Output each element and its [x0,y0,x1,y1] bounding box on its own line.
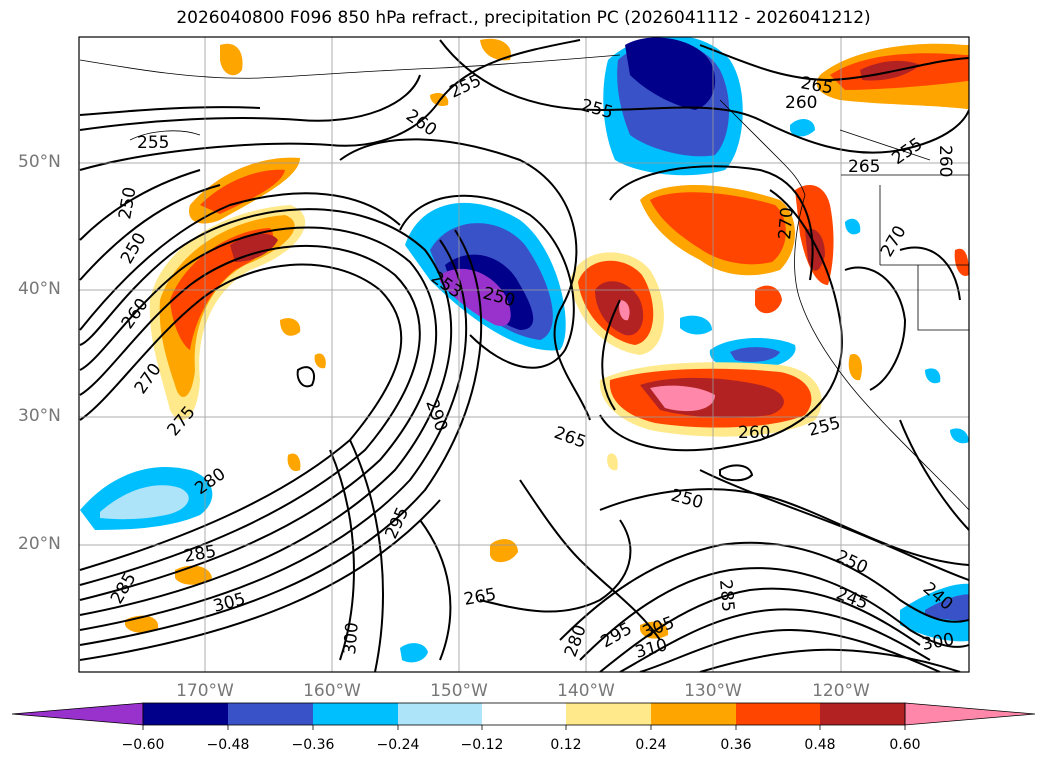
lon-label-160w: 160°W [303,681,361,701]
map-frame [78,36,970,673]
colorbar-tick: 0.60 [889,737,921,753]
lon-label-130w: 130°W [684,681,742,701]
coastlines [79,54,969,511]
refractivity-contours [79,39,969,672]
negative-anomaly-fill [80,37,969,663]
graticule [79,37,969,672]
map-area: 255 260 255 265 255 260 255 265 260 270 … [79,37,969,672]
contour-label: 260 [935,145,955,177]
contour-label: 270 [775,206,798,240]
contour-label: 260 [738,423,770,443]
lon-label-150w: 150°W [430,681,488,701]
colorbar-tick: −0.48 [206,737,250,753]
colorbar-tick: −0.24 [376,737,420,753]
lon-label-170w: 170°W [176,681,234,701]
contour-label: 285 [715,579,738,613]
colorbar-tick: 0.24 [635,737,667,753]
colorbar-tick: −0.60 [121,737,165,753]
colorbar-tick: −0.36 [291,737,335,753]
contour-label: 260 [785,93,817,113]
colorbar [11,702,1036,730]
lon-label-140w: 140°W [557,681,615,701]
lat-label-20n: 20°N [18,534,61,554]
colorbar-tick: −0.12 [460,737,504,753]
map-title: 2026040800 F096 850 hPa refract., precip… [176,8,871,28]
contour-label: 300 [340,621,363,655]
lon-label-120w: 120°W [812,681,870,701]
positive-anomaly-fill [125,38,969,639]
lat-label-50n: 50°N [18,152,61,172]
lat-label-40n: 40°N [18,279,61,299]
colorbar-tick: 0.48 [804,737,836,753]
lat-label-30n: 30°N [18,406,61,426]
colorbar-tick: 0.12 [550,737,582,753]
contour-label: 265 [848,157,880,177]
contour-label: 255 [137,133,169,153]
colorbar-tick: 0.36 [720,737,752,753]
